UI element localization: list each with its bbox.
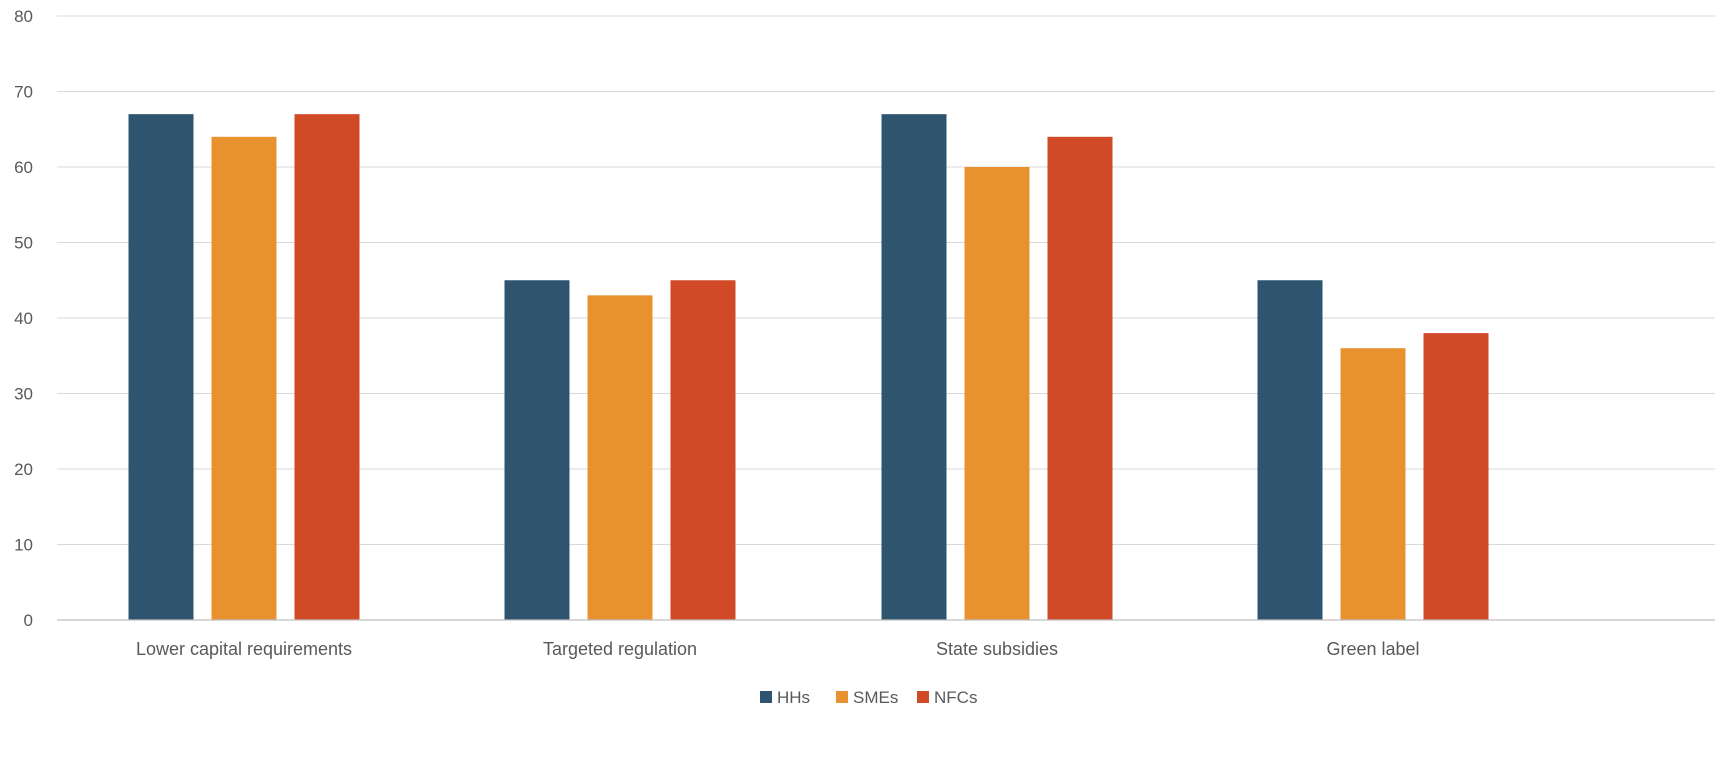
bar-hhs-1 — [128, 114, 194, 621]
y-tick-label: 30 — [14, 385, 33, 404]
x-category-label: Green label — [1326, 639, 1419, 659]
x-category-label: Lower capital requirements — [136, 639, 352, 659]
legend-swatch-nfcs — [917, 691, 929, 703]
y-tick-label: 10 — [14, 536, 33, 555]
y-tick-label: 70 — [14, 83, 33, 102]
legend-label-smes: SMEs — [853, 688, 898, 707]
y-tick-label: 40 — [14, 309, 33, 328]
bar-smes-2 — [587, 295, 653, 620]
bar-nfcs-1 — [294, 114, 360, 621]
bar-smes-3 — [964, 167, 1030, 620]
legend: HHs SMEs NFCs — [760, 688, 977, 707]
bars — [128, 114, 1489, 621]
legend-label-hhs: HHs — [777, 688, 810, 707]
bar-nfcs-2 — [670, 280, 736, 620]
x-axis-category-labels: Lower capital requirements Targeted regul… — [136, 639, 1420, 659]
bar-smes-4 — [1340, 348, 1406, 620]
x-category-label: State subsidies — [936, 639, 1058, 659]
bar-hhs-2 — [504, 280, 570, 620]
bar-hhs-4 — [1257, 280, 1323, 620]
legend-swatch-smes — [836, 691, 848, 703]
y-axis-tick-labels: 0 10 20 30 40 50 60 70 80 — [14, 7, 33, 630]
bar-smes-1 — [211, 136, 277, 621]
bar-nfcs-4 — [1423, 333, 1489, 620]
bar-nfcs-3 — [1047, 136, 1113, 621]
y-tick-label: 60 — [14, 158, 33, 177]
x-category-label: Targeted regulation — [543, 639, 697, 659]
y-tick-label: 20 — [14, 460, 33, 479]
y-tick-label: 0 — [24, 611, 33, 630]
y-tick-label: 50 — [14, 234, 33, 253]
legend-swatch-hhs — [760, 691, 772, 703]
legend-label-nfcs: NFCs — [934, 688, 977, 707]
y-tick-label: 80 — [14, 7, 33, 26]
bar-hhs-3 — [881, 114, 947, 621]
